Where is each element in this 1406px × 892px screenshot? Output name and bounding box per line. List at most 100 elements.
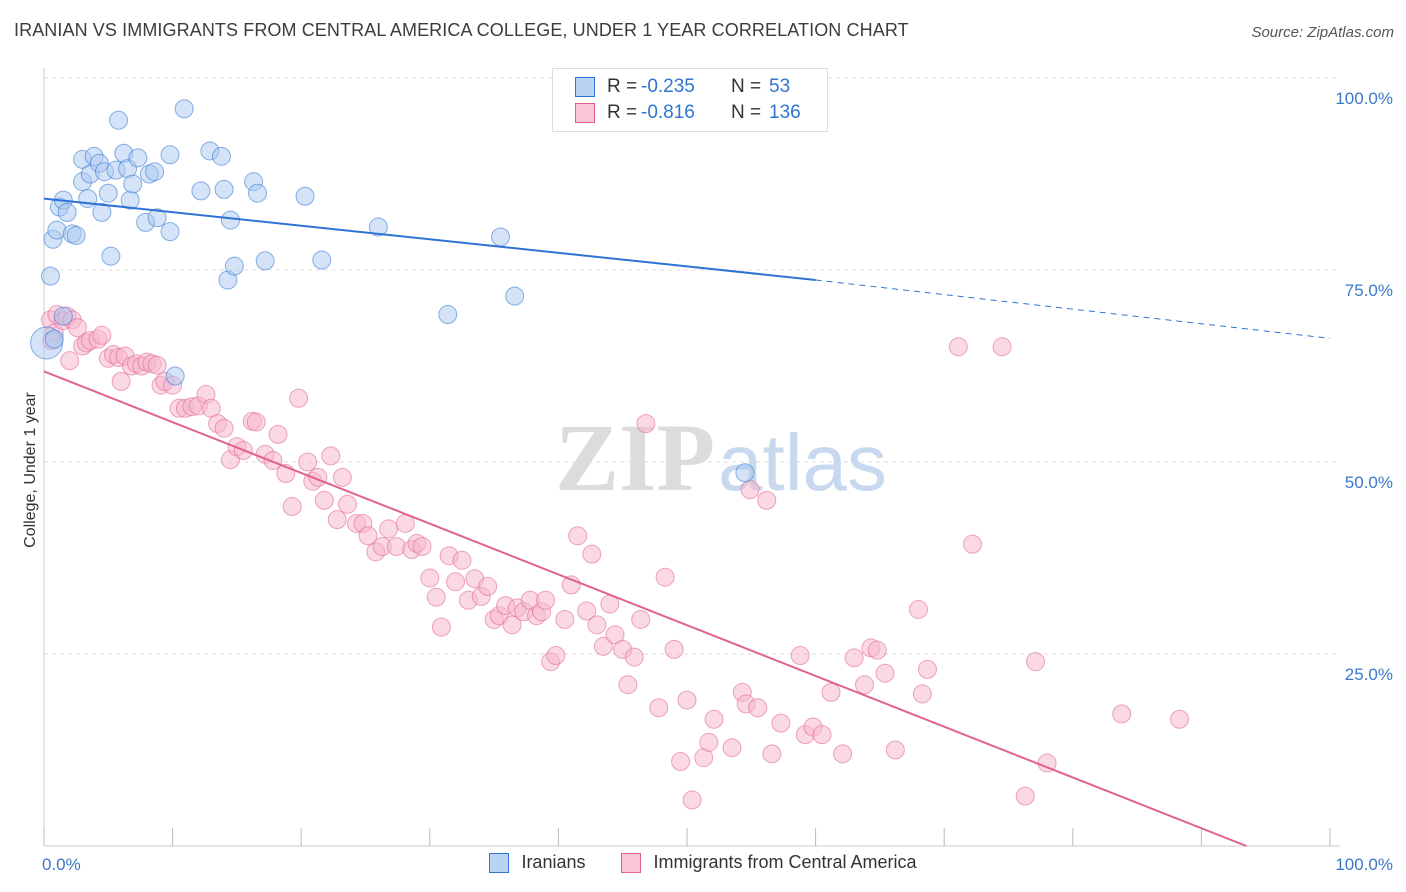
data-point-central-america — [771, 713, 791, 733]
y-axis-title-wrap: College, Under 1 year — [16, 320, 46, 620]
y-tick-label: 25.0% — [1345, 665, 1393, 684]
data-point-iranians — [255, 251, 275, 271]
data-point-central-america — [379, 519, 399, 539]
data-point-iranians — [57, 202, 77, 222]
data-point-central-america — [67, 318, 87, 338]
data-point-central-america — [812, 725, 832, 745]
data-point-central-america — [821, 682, 841, 702]
data-point-iranians — [145, 162, 165, 182]
data-point-iranians — [438, 305, 458, 325]
data-point-iranians — [160, 222, 180, 242]
data-point-central-america — [631, 609, 651, 629]
legend-swatch-pink — [575, 103, 595, 123]
data-point-central-america — [426, 587, 446, 607]
watermark-zip: ZIP — [555, 404, 715, 511]
trend-line-iranians-extension — [815, 279, 1331, 339]
data-point-central-america — [1170, 709, 1190, 729]
data-point-central-america — [314, 490, 334, 510]
data-point-iranians — [98, 183, 118, 203]
data-point-central-america — [605, 625, 625, 645]
legend-n-label: N = — [731, 76, 762, 97]
legend-r-label: R = — [607, 102, 638, 123]
data-point-central-america — [147, 355, 167, 375]
data-point-central-america — [358, 526, 378, 546]
data-point-iranians — [214, 179, 234, 199]
data-point-central-america — [587, 615, 607, 635]
data-point-central-america — [867, 640, 887, 660]
legend-r-value: -0.235 — [641, 76, 695, 97]
y-tick-label: 100.0% — [1335, 89, 1393, 108]
data-point-central-america — [214, 418, 234, 438]
data-point-iranians — [123, 174, 143, 194]
y-tick-label: 75.0% — [1345, 281, 1393, 300]
data-point-central-america — [762, 744, 782, 764]
data-point-iranians — [211, 146, 231, 166]
data-point-central-america — [962, 534, 982, 554]
data-point-central-america — [555, 609, 575, 629]
data-point-central-america — [790, 646, 810, 666]
data-point-central-america — [624, 647, 644, 667]
legend-n-label: N = — [731, 102, 762, 123]
data-point-central-america — [289, 388, 309, 408]
data-point-central-america — [332, 467, 352, 487]
series-swatch-blue — [489, 852, 510, 873]
data-point-iranians — [53, 306, 73, 326]
data-point-central-america — [740, 480, 760, 500]
data-point-central-america — [111, 371, 131, 391]
legend-row-central-america: R = -0.816 N = 136 — [575, 100, 801, 126]
data-point-central-america — [446, 572, 466, 592]
data-point-central-america — [757, 490, 777, 510]
series-legend-label: Iranians — [521, 852, 586, 872]
source-note: Source: ZipAtlas.com — [1251, 24, 1394, 41]
data-point-central-america — [875, 663, 895, 683]
data-point-central-america — [282, 497, 302, 517]
data-point-central-america — [699, 732, 719, 752]
data-point-iranians — [165, 366, 185, 386]
data-point-central-america — [263, 450, 283, 470]
data-point-central-america — [704, 709, 724, 729]
series-swatch-pink — [621, 852, 642, 873]
blue-series-points — [30, 99, 755, 483]
data-point-iranians — [735, 463, 755, 483]
data-point-central-america — [60, 351, 80, 371]
data-point-central-america — [412, 536, 432, 556]
tick-labels: 100.0% 75.0% 50.0% 25.0% 0.0% 100.0% — [42, 89, 1393, 874]
legend-r-value: -0.816 — [641, 102, 695, 123]
data-point-central-america — [655, 567, 675, 587]
data-point-iranians — [109, 110, 129, 130]
data-point-iranians — [44, 329, 64, 349]
legend-swatch-blue — [575, 77, 595, 97]
y-axis-title: College, Under 1 year — [22, 392, 39, 548]
data-point-iranians — [40, 266, 60, 286]
data-point-central-america — [478, 576, 498, 596]
data-point-iranians — [147, 208, 167, 228]
data-point-central-america — [386, 536, 406, 556]
data-point-central-america — [671, 752, 691, 772]
data-point-central-america — [452, 550, 472, 570]
data-point-central-america — [636, 414, 656, 434]
x-tick-label-right: 100.0% — [1335, 855, 1393, 874]
data-point-central-america — [682, 790, 702, 810]
correlation-legend: R = -0.235 N = 53 R = -0.816 N = 136 — [552, 68, 828, 132]
data-point-central-america — [1015, 786, 1035, 806]
trend-line-iranians — [43, 197, 816, 281]
data-point-iranians — [505, 286, 525, 306]
data-point-central-america — [1026, 652, 1046, 672]
data-point-central-america — [1112, 704, 1132, 724]
data-point-central-america — [948, 337, 968, 357]
legend-row-iranians: R = -0.235 N = 53 — [575, 74, 790, 100]
data-point-iranians — [295, 186, 315, 206]
data-point-iranians — [247, 183, 267, 203]
chart-title: IRANIAN VS IMMIGRANTS FROM CENTRAL AMERI… — [14, 20, 909, 40]
data-point-central-america — [321, 446, 341, 466]
data-point-central-america — [618, 675, 638, 695]
grid-lines — [44, 77, 1340, 655]
axes — [43, 68, 1340, 847]
data-point-central-america — [268, 424, 288, 444]
series-legend-label: Immigrants from Central America — [653, 852, 917, 872]
data-point-central-america — [337, 494, 357, 514]
data-point-iranians — [92, 202, 112, 222]
trend-lines — [43, 197, 1331, 847]
data-point-iranians — [174, 99, 194, 119]
data-point-central-america — [833, 744, 853, 764]
